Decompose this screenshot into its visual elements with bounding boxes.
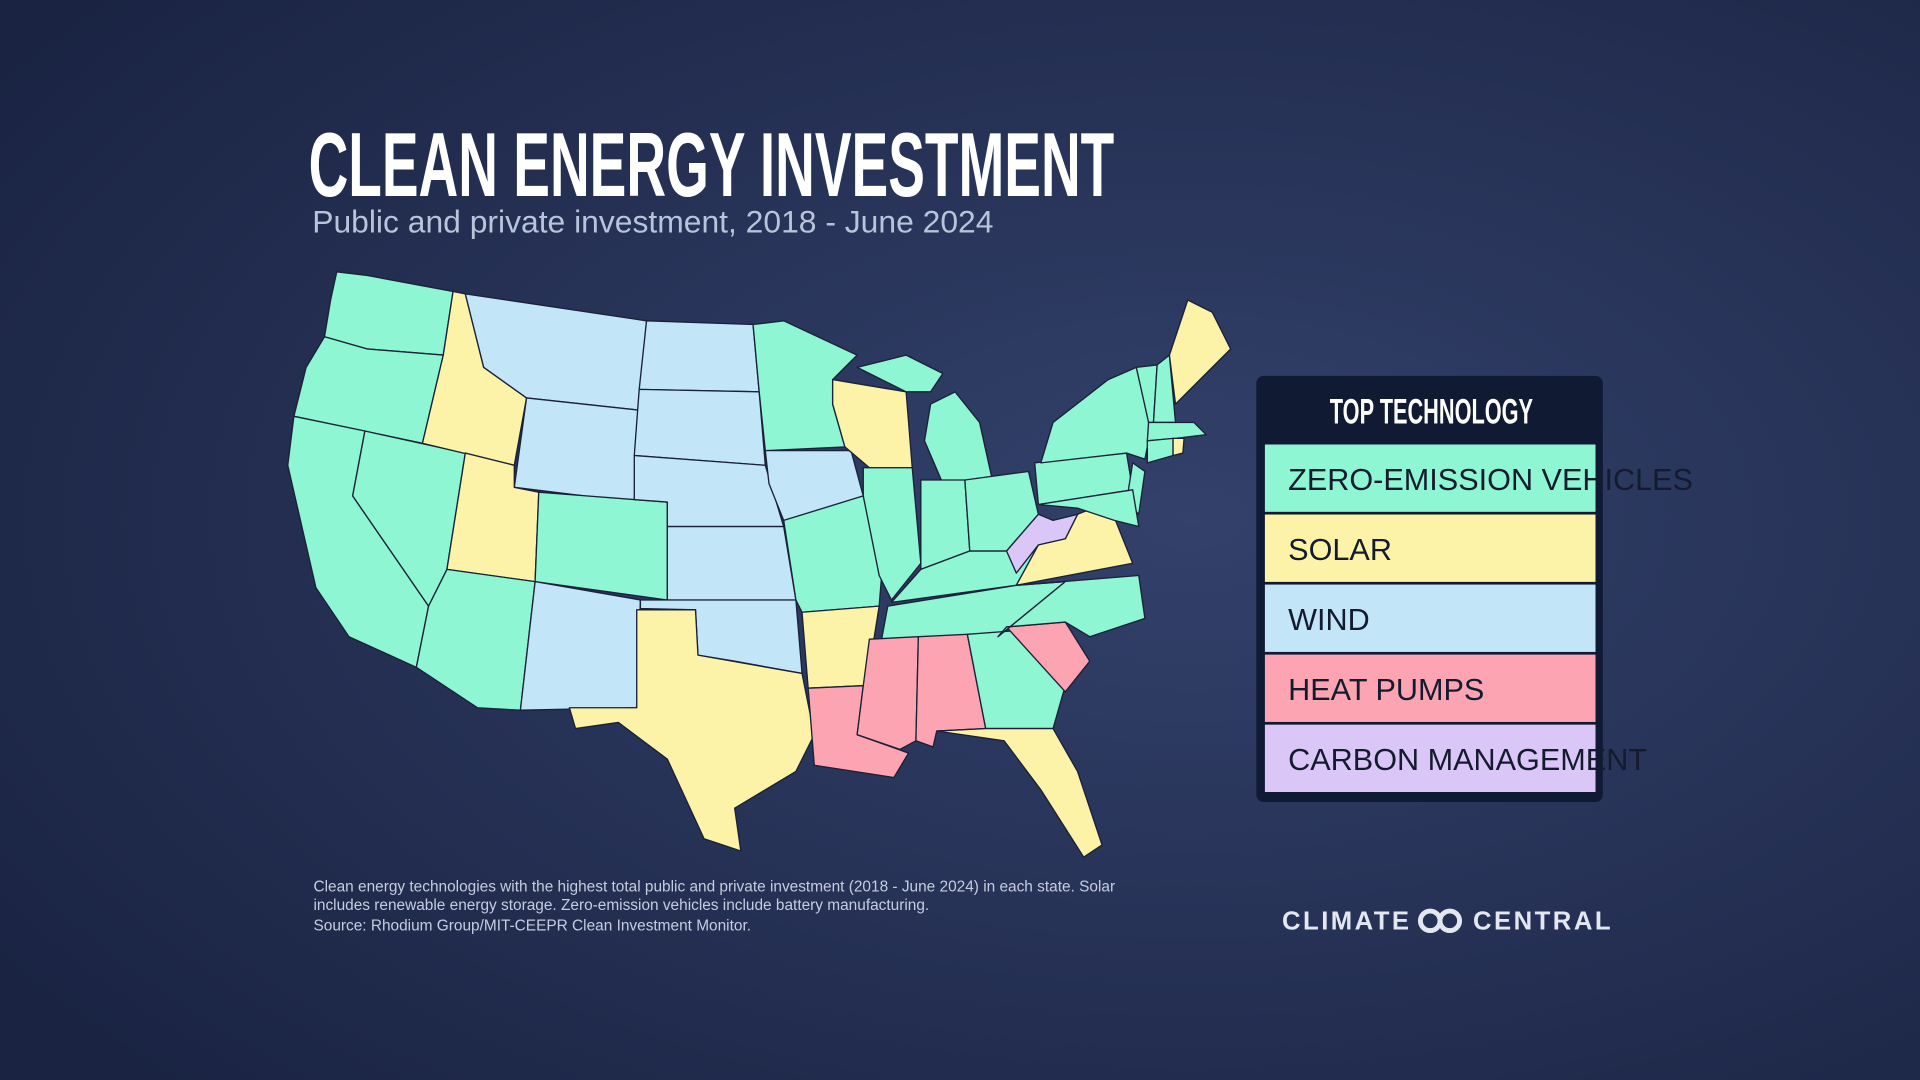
legend-label: ZERO-EMISSION VEHICLES bbox=[1288, 463, 1693, 497]
state bbox=[1168, 299, 1232, 405]
legend-label: HEAT PUMPS bbox=[1288, 673, 1484, 707]
state bbox=[519, 580, 642, 711]
source: Source: Rhodium Group/MIT-CEEPR Clean In… bbox=[313, 918, 751, 935]
state bbox=[1146, 421, 1207, 442]
subtitle: Public and private investment, 2018 - Ju… bbox=[312, 204, 993, 240]
state bbox=[966, 629, 1066, 730]
state bbox=[638, 320, 760, 393]
legend-label: SOLAR bbox=[1288, 533, 1392, 567]
state bbox=[633, 388, 766, 466]
note: Clean energy technologies with the highe… bbox=[313, 878, 1115, 895]
logo-text: CENTRAL bbox=[1473, 907, 1613, 935]
legend-label: CARBON MANAGEMENT bbox=[1288, 743, 1647, 777]
legend-swatch bbox=[1264, 724, 1596, 792]
state bbox=[862, 467, 922, 601]
legend-items: ZERO-EMISSION VEHICLES SOLAR WIND HEAT PUMP… bbox=[1264, 444, 1693, 792]
state bbox=[1037, 489, 1140, 528]
logo-icon bbox=[1437, 908, 1463, 934]
legend: TOP TECHNOLOGY ZERO-EMISSION VEHICLES SOL… bbox=[1256, 375, 1693, 803]
legend-swatch bbox=[1264, 444, 1596, 512]
state bbox=[568, 609, 815, 852]
legend-title: TOP TECHNOLOGY bbox=[1330, 392, 1533, 432]
state bbox=[513, 397, 640, 503]
logo: CLIMATE CENTRAL bbox=[1282, 907, 1613, 935]
note: includes renewable energy storage. Zero-… bbox=[313, 897, 929, 914]
state bbox=[666, 525, 797, 601]
legend-swatch bbox=[1264, 654, 1596, 722]
legend-swatch bbox=[1264, 584, 1596, 652]
legend-swatch bbox=[1264, 514, 1596, 582]
title: CLEAN ENERGY INVESTMENT bbox=[309, 115, 1115, 216]
state bbox=[936, 727, 1103, 858]
state bbox=[1172, 437, 1185, 457]
state bbox=[1005, 513, 1079, 574]
legend-label: WIND bbox=[1288, 603, 1370, 637]
state bbox=[856, 354, 944, 393]
us-map bbox=[287, 271, 1232, 858]
state bbox=[997, 574, 1146, 638]
logo-text: CLIMATE bbox=[1282, 907, 1411, 935]
state bbox=[534, 491, 669, 601]
